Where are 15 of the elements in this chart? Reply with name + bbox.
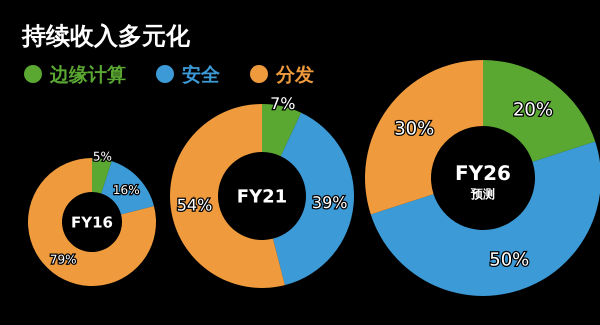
text: FY16: [71, 213, 113, 232]
data-label: 16%: [112, 183, 140, 198]
text: FY21: [236, 186, 288, 208]
data-label: 30%: [394, 118, 434, 140]
data-label: 39%: [312, 193, 348, 212]
data-label: 79%: [50, 252, 77, 266]
legend-label: 安全: [182, 64, 221, 86]
text: FY26: [455, 161, 511, 185]
text: 预测: [470, 187, 495, 201]
data-label: 20%: [512, 100, 553, 121]
data-label: 50%: [489, 249, 530, 270]
data-label: 54%: [176, 195, 212, 214]
legend-label: 边缘计算: [49, 64, 126, 86]
legend-label: 分发: [275, 64, 314, 86]
chart-title: 持续收入多元化: [21, 22, 191, 50]
